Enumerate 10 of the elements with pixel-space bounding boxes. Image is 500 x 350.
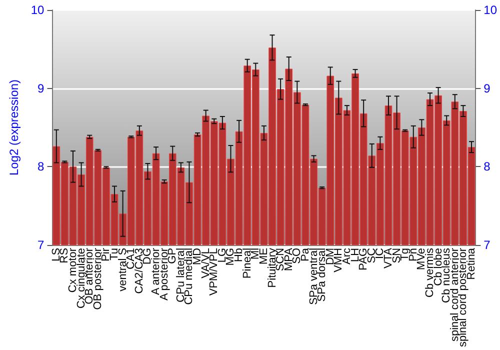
y-axis-title: Log2 (expression) (7, 79, 21, 176)
y-tick-label: 8 (38, 160, 45, 174)
y-tick-label: 9 (38, 81, 45, 96)
y2-tick-label: 8 (484, 160, 491, 174)
y2-tick-label: 10 (484, 3, 498, 17)
y2-tick-label: 9 (484, 81, 491, 96)
x-tick-label: Tg (399, 248, 412, 261)
y2-tick-label: 7 (484, 238, 491, 252)
y-tick-label: 7 (38, 238, 45, 252)
y-tick-label: 10 (30, 3, 45, 17)
